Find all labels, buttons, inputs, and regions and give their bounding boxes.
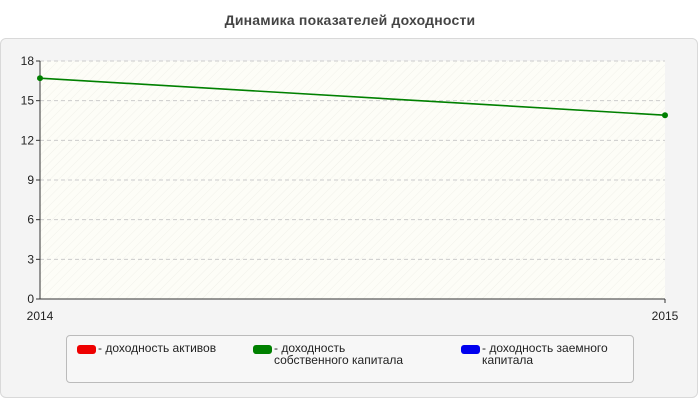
legend-swatch-assets — [77, 345, 96, 354]
x-tick-label: 2014 — [27, 309, 54, 323]
x-tick-label: 2015 — [652, 309, 679, 323]
y-tick-label: 12 — [21, 133, 35, 147]
legend-swatch-equity — [253, 345, 272, 354]
legend-item-borrowed: - доходность заемного капитала — [461, 342, 631, 366]
y-tick-label: 3 — [27, 252, 34, 266]
data-point — [662, 112, 668, 119]
y-tick-label: 0 — [27, 292, 34, 306]
data-point — [37, 75, 43, 82]
y-tick-label: 6 — [27, 213, 34, 227]
legend-label-borrowed: - доходность заемного капитала — [482, 341, 608, 367]
legend-label-assets: - доходность активов — [98, 341, 217, 355]
legend-swatch-borrowed — [461, 345, 480, 354]
chart-title: Динамика показателей доходности — [224, 12, 476, 28]
legend-item-assets: - доходность активов — [77, 342, 247, 354]
series-line — [39, 77, 666, 117]
y-tick-label: 9 — [27, 173, 34, 187]
legend-item-equity: - доходность собственного капитала — [253, 342, 423, 366]
legend: - доходность активов - доходность собств… — [66, 335, 634, 383]
legend-label-equity: - доходность собственного капитала — [274, 341, 404, 367]
y-tick-label: 15 — [21, 94, 35, 108]
y-tick-label: 18 — [21, 54, 35, 68]
